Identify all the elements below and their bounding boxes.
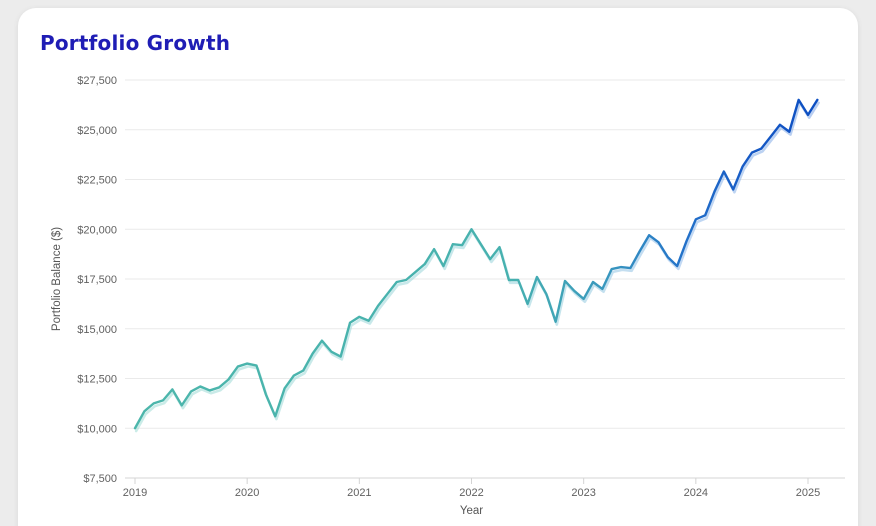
y-tick-labels: $7,500 $10,000 $12,500 $15,000 $17,500 $20,00… xyxy=(77,75,117,485)
portfolio-line xyxy=(133,98,819,430)
x-tick-marks xyxy=(134,478,809,484)
svg-text:$22,500: $22,500 xyxy=(77,175,117,187)
svg-text:2023: 2023 xyxy=(571,487,595,499)
portfolio-growth-card: Portfolio Growth $7,500 $10,000 $12,500 $15… xyxy=(18,8,858,526)
portfolio-line-glow xyxy=(134,101,820,433)
x-axis-title: Year xyxy=(460,505,483,517)
svg-text:$27,500: $27,500 xyxy=(77,75,117,87)
svg-text:$25,000: $25,000 xyxy=(77,125,117,137)
svg-text:2020: 2020 xyxy=(235,487,259,499)
chart-title: Portfolio Growth xyxy=(40,31,231,55)
svg-text:$20,000: $20,000 xyxy=(77,224,117,236)
svg-text:$12,500: $12,500 xyxy=(77,374,117,386)
svg-text:2022: 2022 xyxy=(459,487,483,499)
svg-text:$17,500: $17,500 xyxy=(77,274,117,286)
portfolio-growth-chart: $7,500 $10,000 $12,500 $15,000 $17,500 $20,00… xyxy=(51,75,845,517)
svg-text:$7,500: $7,500 xyxy=(83,473,117,485)
svg-text:$10,000: $10,000 xyxy=(77,423,117,435)
svg-text:2025: 2025 xyxy=(796,487,820,499)
y-gridlines xyxy=(125,79,845,429)
svg-text:$15,000: $15,000 xyxy=(77,324,117,336)
svg-text:2021: 2021 xyxy=(347,487,371,499)
svg-text:2019: 2019 xyxy=(123,487,147,499)
y-axis-title: Portfolio Balance ($) xyxy=(51,227,63,331)
svg-text:2024: 2024 xyxy=(684,487,708,499)
x-tick-labels: 2019 2020 2021 2022 2023 2024 2025 xyxy=(123,487,820,499)
